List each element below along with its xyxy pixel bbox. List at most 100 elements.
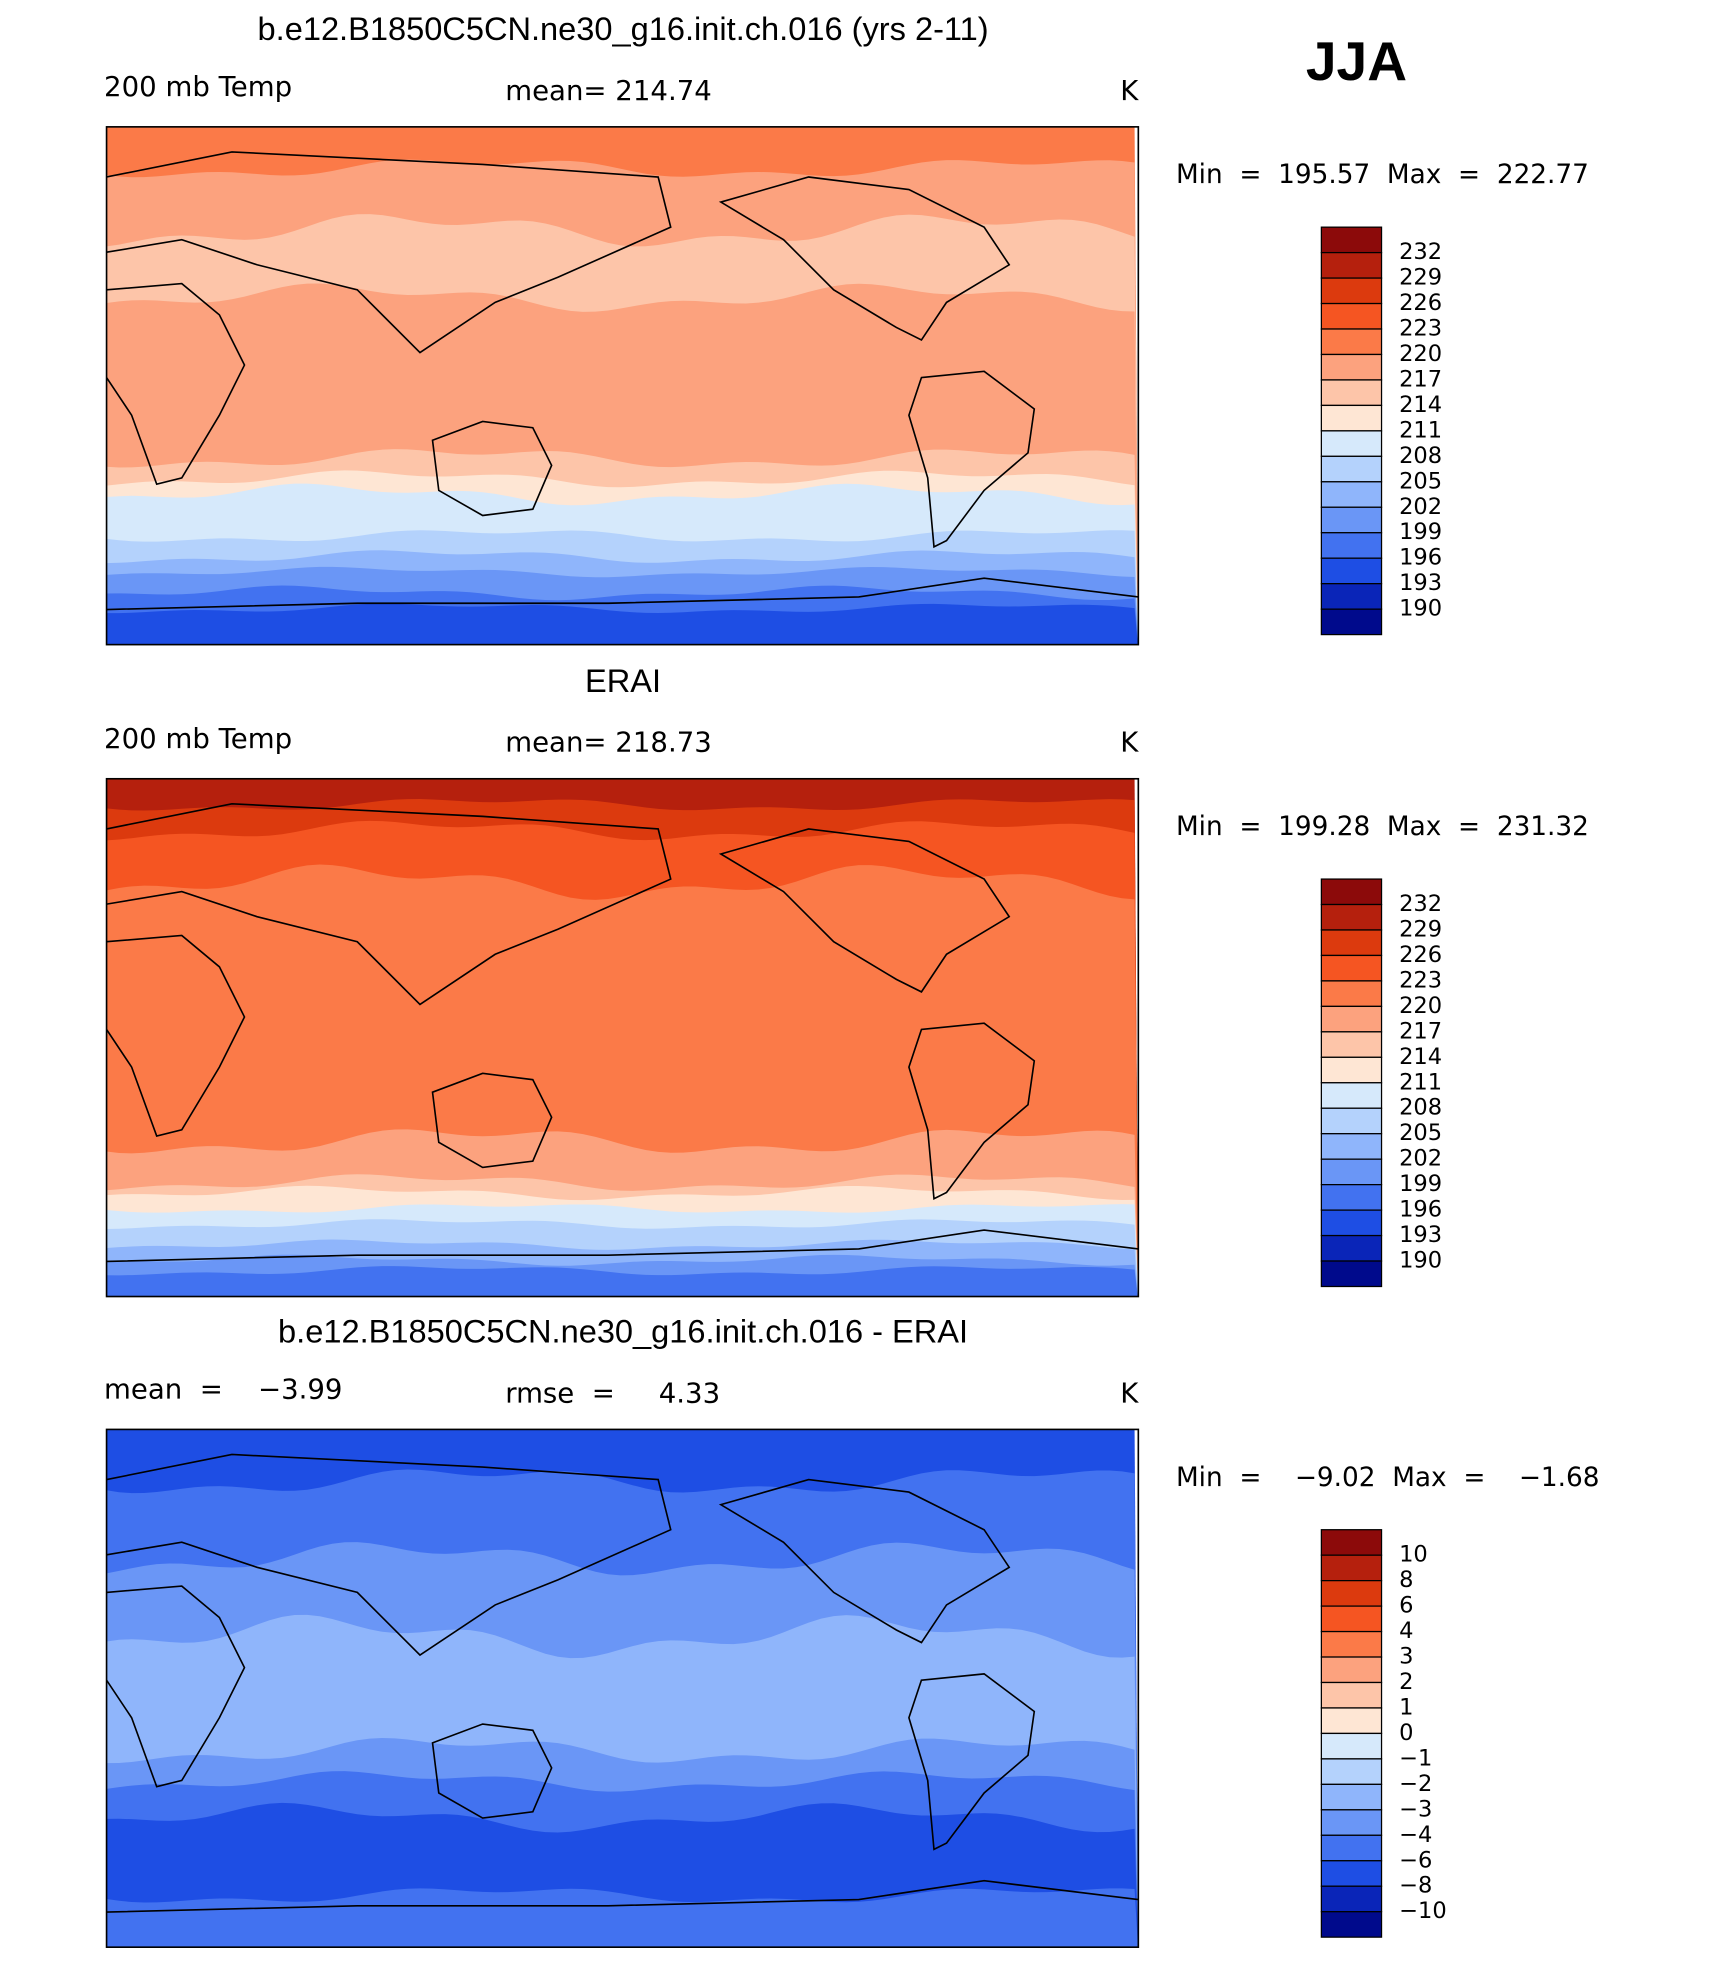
panel-title: ERAI: [585, 662, 661, 699]
contour-band: [106, 1888, 1138, 1948]
colorbar-label: 223: [1399, 967, 1442, 993]
colorbar-box: [1320, 1554, 1383, 1582]
colorbar-label: 196: [1399, 1197, 1442, 1223]
panel-title: b.e12.B1850C5CN.ne30_g16.init.ch.016 - E…: [278, 1313, 968, 1350]
colorbar-box: [1320, 1885, 1383, 1913]
colorbar-box: [1320, 1184, 1383, 1211]
colorbar-box: [1320, 929, 1383, 957]
colorbar-label: 214: [1399, 1044, 1442, 1070]
panel-units: K: [1120, 1376, 1139, 1409]
colorbar-label: 202: [1399, 494, 1442, 520]
colorbar-box: [1320, 328, 1383, 356]
colorbar-label: 3: [1399, 1644, 1413, 1670]
colorbar-label: 205: [1399, 1120, 1442, 1146]
colorbar-label: 214: [1399, 392, 1442, 418]
colorbar-label: 223: [1399, 316, 1442, 342]
colorbar-box: [1320, 1082, 1383, 1109]
colorbar-box: [1320, 1783, 1383, 1811]
panel: ERAI 200 mb Temp mean= 218.73 K Min = 199.28…: [104, 662, 1589, 1298]
colorbar-box: [1320, 455, 1383, 483]
colorbar-box: [1320, 1133, 1383, 1160]
colorbar-label: 196: [1399, 545, 1442, 571]
panel-units: K: [1120, 74, 1139, 107]
colorbar-box: [1320, 1809, 1383, 1836]
colorbar-box: [1320, 954, 1383, 982]
colorbar-label: 217: [1399, 366, 1442, 392]
panel-center-label: rmse = 4.33: [505, 1376, 720, 1409]
colorbar-box: [1320, 430, 1383, 457]
colorbar-box: [1320, 1031, 1383, 1058]
colorbar-label: 193: [1399, 1222, 1442, 1248]
colorbar-box: [1320, 1732, 1383, 1760]
map: [106, 126, 1139, 645]
panel-left-label: mean = −3.99: [104, 1373, 342, 1406]
range-label: Min = 195.57 Max = 222.77: [1176, 160, 1589, 190]
colorbar-box: [1320, 1107, 1383, 1135]
colorbar-label: 6: [1399, 1593, 1413, 1619]
colorbar-box: [1320, 226, 1383, 254]
colorbar-box: [1320, 980, 1383, 1008]
colorbar-label: −10: [1399, 1898, 1447, 1924]
colorbar-label: 1: [1399, 1694, 1413, 1720]
season-label: JJA: [1306, 30, 1407, 92]
colorbar-label: 232: [1399, 891, 1442, 917]
panel-center-label: mean= 214.74: [505, 74, 712, 107]
range-label: Min = 199.28 Max = 231.32: [1176, 812, 1589, 842]
colorbar-label: 193: [1399, 570, 1442, 596]
colorbar-box: [1320, 1758, 1383, 1785]
map-frame: [105, 777, 1140, 1298]
colorbar-label: 10: [1399, 1542, 1428, 1568]
colorbar-label: 226: [1399, 942, 1442, 968]
colorbar-box: [1320, 583, 1383, 610]
panel-units: K: [1120, 726, 1139, 759]
colorbar-label: 229: [1399, 916, 1442, 942]
colorbar-box: [1320, 532, 1383, 559]
colorbar-box: [1320, 1529, 1383, 1556]
map-frame: [105, 126, 1140, 646]
colorbar-box: [1320, 302, 1383, 330]
colorbar-label: 202: [1399, 1146, 1442, 1172]
colorbar-box: [1320, 1860, 1383, 1887]
colorbar-box: [1320, 1005, 1383, 1033]
colorbar-label: 208: [1399, 1095, 1442, 1121]
colorbar-label: −2: [1399, 1771, 1432, 1797]
colorbar-box: [1320, 277, 1383, 305]
colorbar-label: 4: [1399, 1618, 1413, 1644]
colorbar-box: [1320, 1630, 1383, 1658]
colorbar-label: 208: [1399, 443, 1442, 469]
panel-center-label: mean= 218.73: [505, 726, 712, 759]
colorbar-label: −6: [1399, 1847, 1432, 1873]
colorbar-label: −1: [1399, 1745, 1432, 1771]
colorbar-box: [1320, 1834, 1383, 1862]
colorbar-label: 190: [1399, 596, 1442, 622]
panel: b.e12.B1850C5CN.ne30_g16.init.ch.016 - E…: [104, 1313, 1599, 1948]
colorbar-label: −8: [1399, 1873, 1432, 1899]
colorbar-label: 8: [1399, 1567, 1413, 1593]
colorbar-box: [1320, 251, 1383, 279]
colorbar-label: 199: [1399, 519, 1442, 545]
colorbar-box: [1320, 608, 1383, 636]
colorbar-label: 199: [1399, 1171, 1442, 1197]
contour-band: [106, 603, 1138, 645]
colorbar-box: [1320, 1656, 1383, 1684]
colorbar-label: 232: [1399, 239, 1442, 265]
colorbar-box: [1320, 1209, 1383, 1237]
panel: b.e12.B1850C5CN.ne30_g16.init.ch.016 (yr…: [104, 10, 1589, 646]
contour-band: [106, 1266, 1138, 1297]
colorbar-label: −4: [1399, 1822, 1432, 1848]
colorbar-label: 217: [1399, 1018, 1442, 1044]
colorbar-box: [1320, 481, 1383, 508]
colorbar-label: 190: [1399, 1248, 1442, 1274]
colorbar-box: [1320, 1681, 1383, 1709]
map: [106, 778, 1139, 1297]
colorbar-label: 220: [1399, 993, 1442, 1019]
panel-left-label: 200 mb Temp: [104, 70, 292, 103]
colorbar-box: [1320, 1580, 1383, 1607]
colorbar-label: 226: [1399, 290, 1442, 316]
colorbar-label: 229: [1399, 265, 1442, 291]
panel-left-label: 200 mb Temp: [104, 722, 292, 755]
colorbar-box: [1320, 379, 1383, 407]
colorbar-box: [1320, 1707, 1383, 1735]
